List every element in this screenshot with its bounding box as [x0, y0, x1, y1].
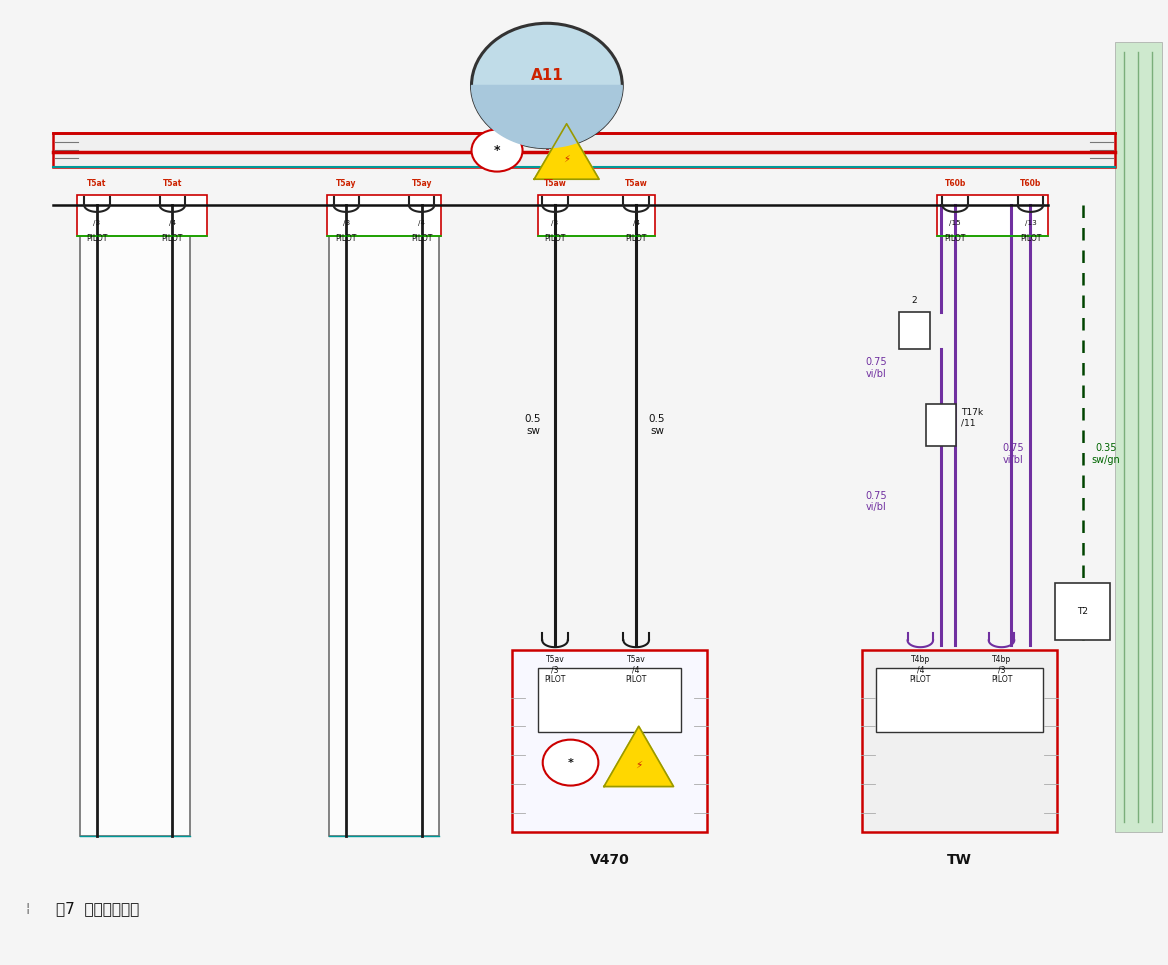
- Text: TW: TW: [947, 853, 972, 867]
- Text: /15: /15: [950, 220, 961, 227]
- Circle shape: [472, 23, 623, 148]
- FancyBboxPatch shape: [876, 668, 1043, 731]
- Text: T4bp
/4
PILOT: T4bp /4 PILOT: [910, 654, 931, 684]
- Text: /3: /3: [93, 220, 100, 227]
- Text: T5aw: T5aw: [543, 179, 566, 188]
- Text: A11: A11: [530, 69, 563, 83]
- Text: T60b: T60b: [1020, 179, 1041, 188]
- Text: 0.75
vi/bl: 0.75 vi/bl: [865, 491, 887, 512]
- Text: ¦: ¦: [26, 901, 29, 915]
- Circle shape: [472, 129, 522, 172]
- Text: T5av
/4
PILOT: T5av /4 PILOT: [626, 654, 647, 684]
- Text: T5at: T5at: [162, 179, 182, 188]
- Text: /4: /4: [168, 220, 176, 227]
- FancyBboxPatch shape: [937, 196, 1048, 235]
- Text: ⚡: ⚡: [635, 759, 642, 769]
- Circle shape: [543, 739, 598, 786]
- FancyBboxPatch shape: [327, 196, 442, 235]
- Text: /13: /13: [1024, 220, 1036, 227]
- FancyBboxPatch shape: [862, 649, 1057, 832]
- FancyBboxPatch shape: [1115, 42, 1161, 832]
- Text: V470: V470: [590, 853, 630, 867]
- Text: T5aw: T5aw: [625, 179, 647, 188]
- FancyBboxPatch shape: [926, 404, 957, 446]
- Text: T5at: T5at: [88, 179, 106, 188]
- Text: /4: /4: [633, 220, 640, 227]
- Text: PILOT: PILOT: [1020, 234, 1041, 243]
- Text: T5ay: T5ay: [411, 179, 432, 188]
- Text: T5av
/3
PILOT: T5av /3 PILOT: [544, 654, 565, 684]
- Text: T17k
/11: T17k /11: [961, 407, 983, 427]
- Text: 图7  充电机电路图: 图7 充电机电路图: [56, 900, 140, 916]
- Text: 0.5
sw: 0.5 sw: [648, 414, 666, 436]
- Text: 0.75
vi/bl: 0.75 vi/bl: [1002, 443, 1024, 464]
- Text: T5ay: T5ay: [336, 179, 356, 188]
- FancyBboxPatch shape: [537, 196, 655, 235]
- Text: PILOT: PILOT: [161, 234, 183, 243]
- Text: PILOT: PILOT: [544, 234, 565, 243]
- Text: 0.5
sw: 0.5 sw: [524, 414, 541, 436]
- FancyBboxPatch shape: [537, 668, 681, 731]
- Text: PILOT: PILOT: [335, 234, 357, 243]
- Text: PILOT: PILOT: [86, 234, 107, 243]
- Text: T4bp
/3
PILOT: T4bp /3 PILOT: [990, 654, 1013, 684]
- Polygon shape: [472, 86, 623, 148]
- Text: T60b: T60b: [945, 179, 966, 188]
- FancyBboxPatch shape: [77, 196, 207, 235]
- FancyBboxPatch shape: [53, 133, 1115, 167]
- FancyBboxPatch shape: [79, 206, 189, 837]
- Polygon shape: [534, 124, 599, 179]
- Text: /4: /4: [418, 220, 425, 227]
- Text: /3: /3: [342, 220, 350, 227]
- Polygon shape: [604, 727, 674, 786]
- Text: T2: T2: [1077, 607, 1089, 616]
- Text: 0.35
sw/gn: 0.35 sw/gn: [1091, 443, 1120, 464]
- FancyBboxPatch shape: [1055, 583, 1111, 641]
- Text: /3: /3: [551, 220, 558, 227]
- Text: PILOT: PILOT: [411, 234, 432, 243]
- Text: 2: 2: [912, 295, 917, 305]
- FancyBboxPatch shape: [512, 649, 707, 832]
- FancyBboxPatch shape: [899, 313, 930, 348]
- Text: *: *: [568, 758, 573, 767]
- Text: PILOT: PILOT: [945, 234, 966, 243]
- FancyBboxPatch shape: [329, 206, 439, 837]
- Text: *: *: [494, 144, 500, 157]
- Text: 0.75
vi/bl: 0.75 vi/bl: [865, 357, 887, 378]
- Text: ⚡: ⚡: [563, 154, 570, 164]
- Text: PILOT: PILOT: [626, 234, 647, 243]
